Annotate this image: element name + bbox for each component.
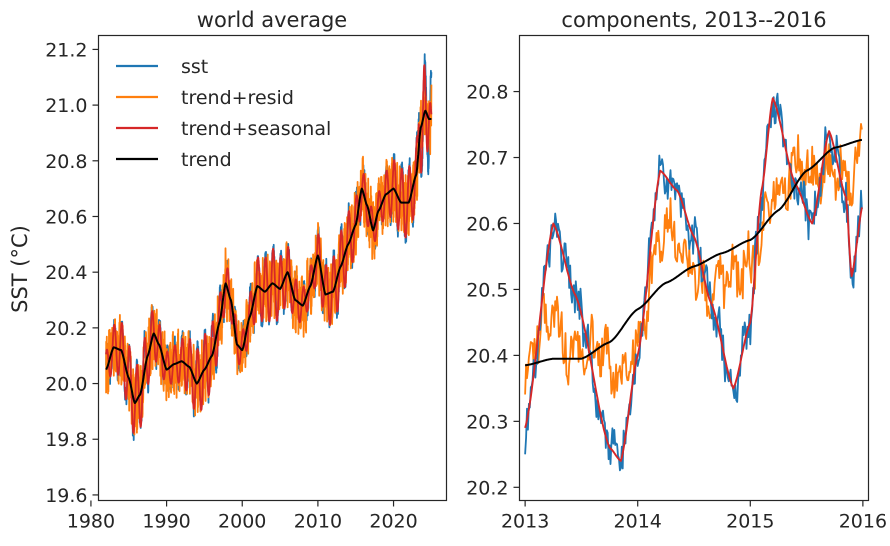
x-tick-label: 2016 [839, 511, 887, 533]
x-tick-label: 2014 [614, 511, 662, 533]
y-tick-label: 20.3 [466, 411, 508, 433]
y-tick-label: 20.6 [466, 213, 508, 235]
legend-label-sst: sst [181, 56, 208, 78]
y-tick-label: 19.8 [45, 429, 87, 451]
right-title: components, 2013--2016 [561, 8, 826, 32]
right-axes: components, 2013--2016 2013 2014 2015 20162… [466, 8, 887, 533]
x-tick-label: 2010 [294, 511, 342, 533]
y-tick-label: 20.5 [466, 279, 508, 301]
legend-label-trend-resid: trend+resid [181, 87, 294, 109]
y-tick-label: 20.4 [45, 262, 87, 284]
y-tick-label: 20.4 [466, 345, 508, 367]
series-trend [525, 138, 863, 367]
x-tick-label: 2015 [726, 511, 774, 533]
series-trend-seasonal [524, 97, 863, 462]
y-tick-label: 19.6 [45, 485, 87, 507]
x-tick-label: 1980 [67, 511, 115, 533]
legend-label-trend-seasonal: trend+seasonal [181, 118, 331, 140]
y-tick-label: 20.6 [45, 206, 87, 228]
y-tick-label: 20.8 [466, 82, 508, 104]
left-axes-frame [97, 34, 448, 502]
left-series-group [105, 53, 433, 441]
x-tick-label: 2000 [218, 511, 266, 533]
x-tick-label: 1990 [142, 511, 190, 533]
left-ticks: 1980 1990 2000 2010 2020 19.6 19.8 20.0 20.2 20.4… [45, 39, 418, 532]
y-tick-label: 20.7 [466, 148, 508, 170]
series-sst [524, 92, 863, 472]
left-title: world average [197, 8, 347, 32]
legend-label-trend: trend [181, 149, 232, 171]
legend: sst trend+resid trend+seasonal trend [116, 56, 331, 171]
series-trend [105, 109, 433, 404]
x-tick-label: 2020 [369, 511, 417, 533]
left-ylabel: SST (°C) [8, 225, 32, 313]
y-tick-label: 20.0 [45, 374, 87, 396]
x-tick-label: 2013 [501, 511, 549, 533]
right-axes-frame [518, 34, 870, 502]
y-tick-label: 20.8 [45, 151, 87, 173]
series-trend-resid [524, 123, 863, 399]
series-sst [105, 53, 433, 441]
left-axes: world average SST (°C) 1980 1990 2000 2010 2… [8, 8, 448, 533]
y-tick-label: 20.2 [466, 477, 508, 499]
right-series-group [524, 92, 863, 472]
y-tick-label: 20.2 [45, 318, 87, 340]
y-tick-label: 21.2 [45, 39, 87, 61]
right-ticks: 2013 2014 2015 2016 20.2 20.3 20.4 20.5 20.6 20.7… [466, 82, 887, 533]
y-tick-label: 21.0 [45, 95, 87, 117]
